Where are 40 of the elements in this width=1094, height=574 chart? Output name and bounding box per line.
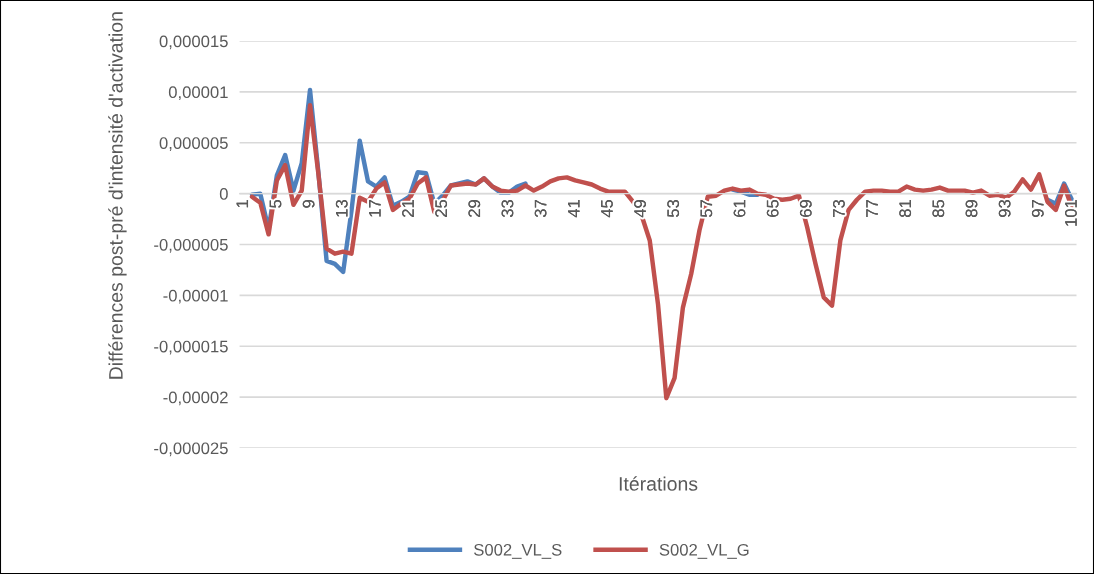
legend-label: S002_VL_S [474, 543, 562, 559]
y-tick-label: -0,000015 [154, 340, 228, 355]
x-tick-label: 17 [369, 200, 381, 217]
x-tick-label: 49 [634, 200, 646, 218]
x-tick-label: 5 [269, 199, 282, 208]
x-tick-label: 9 [302, 200, 315, 208]
x-tick-label: 65 [766, 199, 779, 217]
x-tick-label: 29 [468, 200, 481, 217]
x-tick-label: 1 [236, 200, 249, 208]
x-tick-label: 45 [601, 199, 613, 218]
x-axis-title: Itérations [619, 476, 698, 491]
x-tick-label: 97 [1031, 200, 1044, 217]
x-tick-label: 21 [402, 200, 414, 217]
y-tick-label: -0,00002 [163, 391, 228, 406]
x-tick-label: 69 [799, 200, 812, 217]
x-tick-label: 57 [700, 200, 713, 218]
x-tick-label: 25 [435, 199, 448, 217]
x-tick-label: 89 [965, 200, 978, 218]
x-tick-label: 37 [534, 200, 547, 218]
y-tick-label: -0,000005 [154, 238, 228, 253]
x-tick-label: 101 [1065, 200, 1077, 226]
x-tick-label: 81 [899, 200, 912, 218]
legend-label: S002_VL_G [659, 543, 749, 559]
y-tick-label: 0,00001 [168, 86, 228, 101]
y-tick-label: 0,000005 [159, 137, 228, 151]
x-tick-label: 41 [568, 200, 580, 218]
y-tick-label: -0,00001 [163, 289, 228, 304]
line-series [249, 102, 1075, 401]
x-tick-label: 93 [998, 199, 1011, 217]
y-tick-label: 0 [219, 188, 228, 200]
x-tick-label: 73 [833, 199, 845, 217]
x-tick-label: 13 [335, 199, 348, 217]
y-axis-title: Différences post-pré d'intensité d'activation [108, 12, 127, 379]
x-tick-label: 53 [667, 199, 680, 218]
x-tick-label: 85 [932, 199, 945, 218]
y-tick-label: 0,000015 [159, 35, 228, 50]
y-tick-label: -0,000025 [154, 442, 228, 457]
x-tick-label: 33 [501, 199, 514, 218]
x-tick-label: 61 [733, 200, 746, 217]
x-tick-label: 77 [866, 200, 878, 217]
